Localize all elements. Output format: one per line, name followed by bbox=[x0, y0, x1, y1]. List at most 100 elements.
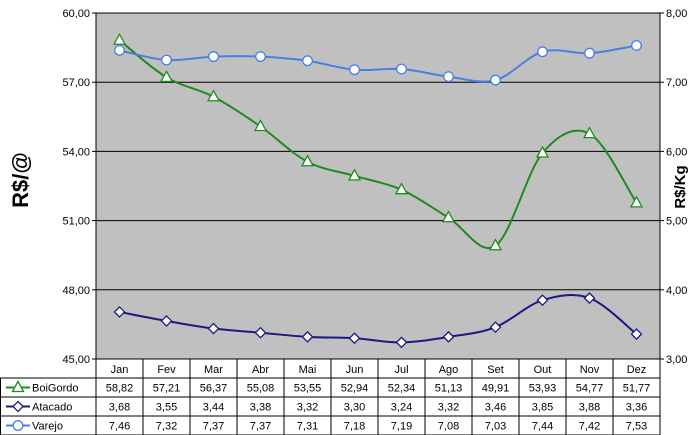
data-label-atacado: 3,24 bbox=[391, 402, 412, 414]
point-varejo-fev bbox=[161, 54, 172, 66]
y-axis-title-right: R$/Kg bbox=[672, 165, 689, 208]
y-axis-left: 45,00 48,00 51,00 54,00 57,00 60,00 bbox=[62, 8, 97, 366]
point-varejo-dez bbox=[631, 40, 642, 51]
point-boigordo-jun bbox=[347, 168, 362, 181]
point-atacado-nov bbox=[583, 292, 596, 305]
point-boigordo-jul bbox=[394, 182, 409, 195]
data-label-varejo: 7,18 bbox=[344, 421, 365, 433]
point-atacado-jul bbox=[395, 336, 408, 349]
y-tick-label-right: 4,00 bbox=[666, 285, 687, 297]
point-atacado-mai bbox=[301, 330, 314, 343]
data-label-varejo: 7,19 bbox=[391, 421, 412, 433]
x-tick-label: Mai bbox=[299, 364, 317, 376]
y-tick-label-left: 51,00 bbox=[62, 216, 90, 228]
point-varejo-mar bbox=[208, 51, 219, 63]
y-axis-right: 3,00 4,00 5,00 6,00 7,00 8,00 bbox=[659, 8, 687, 366]
point-boigordo-out bbox=[535, 145, 550, 158]
data-label-atacado: 3,32 bbox=[297, 402, 318, 414]
x-tick-label: Fev bbox=[157, 364, 176, 376]
data-label-atacado: 3,85 bbox=[532, 402, 553, 414]
data-label-boigordo: 51,77 bbox=[623, 383, 651, 395]
point-boigordo-mar bbox=[206, 89, 221, 102]
data-label-atacado: 3,36 bbox=[626, 402, 647, 414]
point-varejo-jul bbox=[396, 63, 407, 75]
point-varejo-set bbox=[490, 74, 501, 86]
y-tick-label-right: 5,00 bbox=[666, 216, 687, 228]
point-varejo-jan bbox=[114, 44, 125, 56]
data-label-varejo: 7,37 bbox=[203, 421, 224, 433]
data-label-varejo: 7,32 bbox=[156, 421, 177, 433]
point-boigordo-mai bbox=[300, 154, 315, 167]
point-atacado-mar bbox=[207, 322, 220, 335]
data-label-boigordo: 56,37 bbox=[200, 383, 228, 395]
point-varejo-abr bbox=[255, 51, 266, 63]
point-varejo-ago bbox=[443, 71, 454, 83]
y-tick-label-left: 60,00 bbox=[62, 8, 90, 20]
point-atacado-set bbox=[489, 321, 502, 334]
data-label-varejo: 7,03 bbox=[485, 421, 506, 433]
point-varejo-out bbox=[537, 46, 548, 58]
point-atacado-jun bbox=[348, 332, 361, 345]
data-label-boigordo: 49,91 bbox=[482, 383, 510, 395]
point-atacado-abr bbox=[254, 326, 267, 339]
point-varejo-nov bbox=[584, 47, 595, 59]
point-atacado-out bbox=[536, 294, 549, 307]
legend-label-boigordo: BoiGordo bbox=[32, 383, 78, 395]
data-label-boigordo: 57,21 bbox=[153, 383, 181, 395]
plot-area bbox=[95, 12, 661, 360]
x-tick-label: Out bbox=[534, 364, 552, 376]
data-label-boigordo: 54,77 bbox=[576, 383, 604, 395]
y-axis-title-left: R$/@ bbox=[8, 152, 33, 208]
legend-label-varejo: Varejo bbox=[32, 421, 63, 433]
data-label-boigordo: 52,34 bbox=[388, 383, 416, 395]
y-tick-label-right: 7,00 bbox=[666, 77, 687, 89]
point-varejo-jun bbox=[349, 64, 360, 76]
y-tick-label-right: 3,00 bbox=[666, 354, 687, 366]
point-boigordo-jan bbox=[112, 32, 127, 45]
point-atacado-jan bbox=[113, 306, 126, 318]
point-atacado-ago bbox=[442, 330, 455, 343]
x-tick-label: Abr bbox=[252, 364, 269, 376]
data-label-atacado: 3,55 bbox=[156, 402, 177, 414]
data-label-varejo: 7,46 bbox=[109, 421, 130, 433]
data-label-boigordo: 53,93 bbox=[529, 383, 557, 395]
data-table: Jan Fev Mar Abr Mai Jun Jul Ago Set Out Nov Dez BoiG… bbox=[0, 358, 661, 435]
data-label-boigordo: 58,82 bbox=[106, 383, 134, 395]
data-label-varejo: 7,53 bbox=[626, 421, 647, 433]
point-boigordo-nov bbox=[582, 126, 597, 139]
data-label-atacado: 3,88 bbox=[579, 402, 600, 414]
x-tick-label: Jul bbox=[394, 364, 408, 376]
data-label-varejo: 7,08 bbox=[438, 421, 459, 433]
point-atacado-dez bbox=[630, 328, 643, 341]
y-tick-label-left: 48,00 bbox=[62, 285, 90, 297]
x-tick-label: Jan bbox=[111, 364, 129, 376]
point-boigordo-ago bbox=[441, 210, 456, 223]
point-boigordo-fev bbox=[159, 70, 174, 83]
x-tick-label: Jun bbox=[346, 364, 364, 376]
data-label-atacado: 3,68 bbox=[109, 402, 130, 414]
y-tick-label-right: 6,00 bbox=[666, 146, 687, 158]
series-markers bbox=[112, 32, 644, 349]
y-tick-label-left: 45,00 bbox=[62, 354, 90, 366]
y-tick-label-right: 8,00 bbox=[666, 8, 687, 20]
y-tick-label-left: 54,00 bbox=[62, 146, 90, 158]
data-label-atacado: 3,32 bbox=[438, 402, 459, 414]
y-tick-label-left: 57,00 bbox=[62, 77, 90, 89]
point-varejo-mai bbox=[302, 55, 313, 67]
x-tick-label: Dez bbox=[627, 364, 647, 376]
legend-label-atacado: Atacado bbox=[32, 402, 72, 414]
data-label-atacado: 3,44 bbox=[203, 402, 224, 414]
point-atacado-fev bbox=[160, 315, 173, 327]
data-label-boigordo: 52,94 bbox=[341, 383, 369, 395]
data-label-atacado: 3,30 bbox=[344, 402, 365, 414]
x-tick-label: Mar bbox=[204, 364, 223, 376]
legend-marker-atacado bbox=[12, 400, 24, 413]
data-label-varejo: 7,31 bbox=[297, 421, 318, 433]
data-label-atacado: 3,38 bbox=[250, 402, 271, 414]
x-tick-label: Ago bbox=[439, 364, 459, 376]
point-boigordo-abr bbox=[253, 119, 268, 132]
data-label-atacado: 3,46 bbox=[485, 402, 506, 414]
point-boigordo-dez bbox=[629, 195, 644, 208]
data-label-boigordo: 55,08 bbox=[247, 383, 275, 395]
